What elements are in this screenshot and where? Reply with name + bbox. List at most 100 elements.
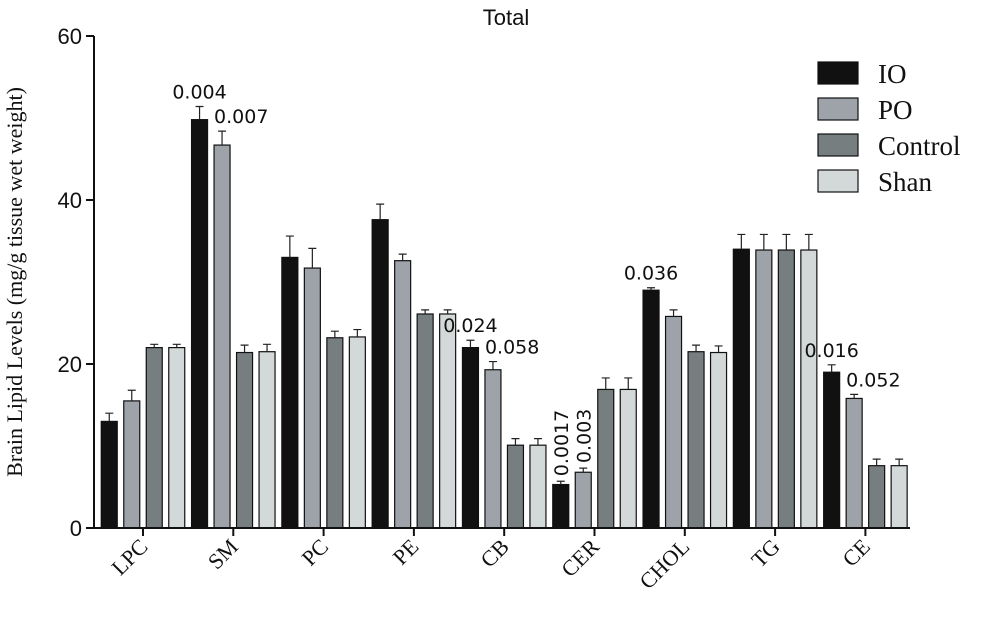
error-bar-pe-po [398, 253, 407, 261]
error-bar-lpc-po [127, 389, 136, 401]
bar-cer-po [574, 471, 592, 529]
error-bar-cb-control [511, 438, 520, 446]
bars-group [100, 119, 908, 529]
x-tick-label-sm: SM [203, 534, 243, 574]
x-ticks-group: LPC SM PC PE CB CER CHOL TG CE [106, 528, 875, 594]
p-value-annotation: 0.058 [485, 337, 539, 359]
bar-ce-io [823, 371, 841, 529]
error-bar-chol-control [692, 344, 701, 352]
p-value-annotation: 0.052 [846, 369, 900, 391]
p-value-annotation: 0.016 [804, 340, 858, 362]
error-bar-ce-shan [895, 458, 904, 466]
error-bar-cer-po [579, 467, 588, 473]
x-tick-label-pe: PE [388, 534, 424, 570]
x-tick-label-lpc: LPC [106, 534, 152, 580]
p-value-annotation: 0.036 [624, 263, 678, 285]
error-bar-pe-control [421, 309, 430, 314]
bar-sm-po [213, 144, 231, 529]
error-bar-pe-shan [443, 309, 452, 314]
error-bar-sm-shan [263, 343, 272, 352]
p-value-annotation: 0.0017 [551, 410, 573, 476]
bar-pe-io [371, 219, 389, 529]
bar-chol-io [642, 289, 660, 529]
error-bar-pe-io [376, 203, 385, 220]
bar-tg-control [777, 249, 795, 529]
y-ticks-group: 0 20 40 60 [58, 24, 94, 541]
legend-label-shan: Shan [878, 167, 933, 197]
error-bar-tg-shan [804, 233, 813, 251]
error-bar-pc-po [308, 247, 317, 269]
legend-swatch-control [817, 133, 859, 157]
error-bar-pc-control [330, 330, 339, 338]
legend-label-io: IO [878, 59, 907, 89]
error-bar-tg-po [759, 233, 768, 251]
p-value-annotation: 0.024 [443, 315, 497, 337]
bar-pe-shan [439, 313, 457, 529]
bar-sm-io [190, 119, 209, 529]
error-bar-sm-io [195, 105, 204, 120]
bar-ce-control [868, 465, 886, 529]
bar-chol-control [687, 351, 705, 529]
bar-sm-control [235, 351, 254, 529]
error-bar-pc-shan [353, 328, 362, 337]
error-bar-cer-io [556, 480, 565, 485]
y-tick-label: 40 [58, 188, 82, 213]
bar-ce-shan [890, 465, 908, 529]
error-bar-cb-io [466, 339, 475, 348]
error-bar-ce-io [827, 364, 836, 373]
bar-ce-po [845, 397, 863, 529]
legend-swatch-shan [817, 169, 859, 193]
bar-tg-io [732, 248, 750, 529]
error-bar-ce-control [872, 458, 881, 466]
error-bars-group [105, 105, 904, 485]
legend: IO PO Control Shan [817, 59, 961, 197]
bar-cb-shan [529, 444, 547, 529]
y-tick-label: 0 [70, 516, 82, 541]
error-bar-tg-io [737, 233, 746, 250]
error-bar-cer-shan [624, 377, 633, 390]
bar-chol-po [664, 315, 683, 529]
p-value-annotation: 0.003 [573, 409, 595, 463]
error-bar-lpc-shan [172, 343, 181, 348]
error-bar-cer-control [601, 377, 610, 390]
error-bar-cb-shan [533, 438, 542, 446]
bar-cb-po [484, 369, 502, 529]
bar-pc-control [326, 337, 344, 529]
error-bar-pc-io [285, 235, 294, 258]
error-bar-chol-io [647, 287, 656, 291]
bar-cer-control [597, 388, 615, 529]
bar-pc-io [281, 256, 299, 529]
p-value-annotation: 0.004 [172, 82, 226, 104]
bar-lpc-io [100, 420, 118, 529]
bar-pc-shan [348, 336, 366, 529]
error-bar-sm-control [240, 344, 249, 353]
x-tick-label-cb: CB [475, 534, 513, 572]
x-tick-label-tg: TG [746, 534, 784, 572]
legend-swatch-io [817, 61, 859, 85]
bar-pe-control [416, 313, 434, 529]
error-bar-chol-po [669, 309, 678, 317]
error-bar-lpc-io [105, 412, 114, 422]
error-bar-chol-shan [714, 345, 723, 353]
bar-lpc-po [123, 400, 141, 529]
chart-title: Total [483, 5, 529, 30]
bar-sm-shan [258, 351, 276, 529]
legend-label-po: PO [878, 95, 913, 125]
error-bar-lpc-control [150, 343, 159, 348]
bar-chol-shan [709, 351, 728, 529]
error-bar-ce-po [850, 393, 859, 399]
x-tick-label-cer: CER [556, 534, 604, 582]
bar-cer-io [552, 483, 570, 529]
x-tick-label-pc: PC [296, 534, 333, 571]
x-tick-label-ce: CE [837, 534, 875, 572]
bar-cb-control [506, 444, 525, 529]
bar-lpc-control [145, 347, 163, 529]
bar-tg-shan [800, 249, 818, 529]
bar-pc-po [303, 267, 321, 529]
p-value-annotation: 0.007 [214, 106, 268, 128]
error-bar-tg-control [782, 233, 791, 251]
bar-tg-po [755, 249, 773, 529]
y-tick-label: 60 [58, 24, 82, 49]
